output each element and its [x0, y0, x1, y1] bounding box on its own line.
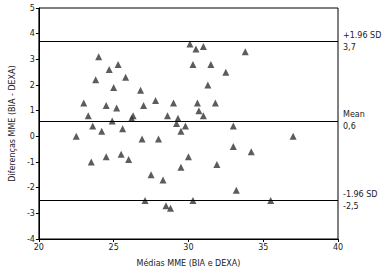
svg-text:Mean: Mean [343, 110, 365, 119]
svg-text:+1.96 SD: +1.96 SD [343, 31, 381, 40]
svg-text:3,7: 3,7 [343, 43, 356, 52]
svg-text:4: 4 [30, 29, 35, 38]
svg-text:2: 2 [30, 81, 35, 90]
svg-text:5: 5 [30, 4, 35, 13]
svg-text:35: 35 [258, 243, 268, 252]
svg-text:0,6: 0,6 [343, 122, 356, 131]
svg-text:-4: -4 [26, 234, 35, 244]
svg-text:40: 40 [333, 243, 343, 252]
svg-text:-1.96 SD: -1.96 SD [343, 190, 377, 199]
svg-text:1: 1 [30, 106, 35, 115]
svg-text:25: 25 [109, 243, 119, 252]
svg-text:-3: -3 [27, 209, 35, 218]
svg-text:20: 20 [34, 243, 44, 252]
svg-text:-2,5: -2,5 [343, 202, 359, 211]
svg-text:Médias MME (BIA e DEXA): Médias MME (BIA e DEXA) [136, 258, 240, 268]
svg-text:3: 3 [30, 55, 35, 64]
svg-text:0: 0 [30, 132, 35, 141]
svg-text:-2: -2 [27, 183, 35, 192]
svg-text:Diferenças MME (BIA - DEXA): Diferenças MME (BIA - DEXA) [8, 65, 17, 181]
svg-text:-1: -1 [27, 158, 35, 167]
svg-text:30: 30 [183, 243, 193, 252]
